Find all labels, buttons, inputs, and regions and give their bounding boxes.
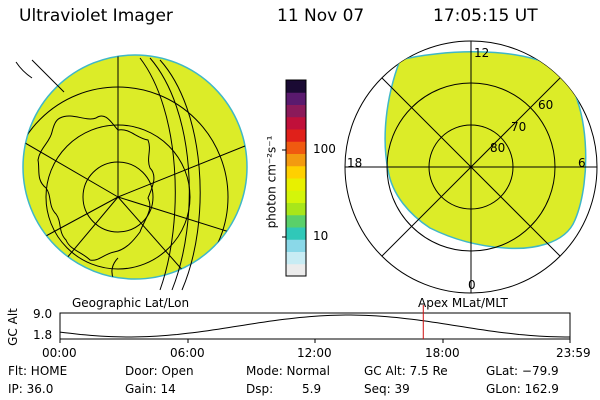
colorbar-band — [286, 129, 306, 142]
altitude-x-label: 23:59 — [556, 346, 591, 360]
info-glon: GLon: 162.9 — [486, 382, 559, 396]
meridian — [23, 139, 119, 198]
altitude-ylabel: GC Alt — [5, 308, 20, 346]
geographic-label: Geographic Lat/Lon — [72, 296, 190, 310]
mlt-diagonal — [381, 77, 561, 257]
colorbar-tick-label-100: 100 — [313, 142, 336, 156]
info-mode: Mode: Normal — [246, 364, 330, 378]
date-label: 11 Nov 07 — [277, 6, 365, 26]
colorbar-band — [286, 251, 306, 265]
altitude-y-top: 9.0 — [33, 307, 53, 321]
colorbar-band — [286, 104, 306, 118]
info-gain: Gain: 14 — [125, 382, 176, 396]
mlt-label-0: 0 — [468, 278, 476, 292]
colorbar-band — [286, 80, 306, 93]
colorbar-band — [286, 227, 306, 240]
magnetic-view — [344, 40, 598, 294]
colorbar-band — [286, 239, 306, 252]
info-dsp-value: 5.9 — [302, 382, 322, 396]
left-image-disk — [22, 54, 248, 280]
colorbar-band — [286, 214, 306, 228]
colorbar-band — [286, 178, 306, 191]
colorbar-band — [286, 165, 306, 179]
colorbar — [282, 79, 307, 277]
mlat-label-60: 60 — [538, 98, 554, 112]
altitude-plot — [59, 305, 571, 343]
geographic-view — [15, 54, 248, 291]
mlt-label-12: 12 — [474, 46, 490, 60]
altitude-plot-frame — [59, 312, 571, 340]
info-dsp-label: Dsp: — [246, 382, 274, 396]
antarctica-outline — [37, 115, 155, 261]
info-flight: Flt: HOME — [8, 364, 68, 378]
mlat-label-70: 70 — [511, 120, 527, 134]
altitude-x-label: 12:00 — [297, 346, 332, 360]
info-glat: GLat: −79.9 — [486, 364, 559, 378]
instrument-title: Ultraviolet Imager — [19, 6, 173, 26]
time-label: 17:05:15 UT — [433, 6, 538, 26]
mlat-label-80: 80 — [490, 141, 506, 155]
colorbar-band — [286, 202, 306, 216]
mlt-label-6: 6 — [578, 156, 586, 170]
colorbar-band — [286, 153, 306, 167]
mlt-label-18: 18 — [347, 156, 363, 170]
colorbar-band — [286, 92, 306, 105]
colorbar-band — [286, 263, 306, 277]
info-seq: Seq: 39 — [364, 382, 410, 396]
colorbar-frame — [285, 79, 307, 277]
altitude-x-label: 06:00 — [170, 346, 205, 360]
altitude-curve — [59, 314, 570, 338]
info-door: Door: Open — [125, 364, 194, 378]
colorbar-band — [286, 141, 306, 154]
info-gc-alt: GC Alt: 7.5 Re — [364, 364, 448, 378]
altitude-x-label: 18:00 — [425, 346, 460, 360]
colorbar-band — [286, 190, 306, 203]
colorbar-band — [286, 116, 306, 130]
altitude-x-label: 00:00 — [42, 346, 77, 360]
magnetic-label: Apex MLat/MLT — [418, 296, 508, 310]
info-ip: IP: 36.0 — [8, 382, 54, 396]
colorbar-tick-label-10: 10 — [313, 229, 329, 243]
altitude-y-bottom: 1.8 — [33, 328, 53, 342]
colorbar-unit-label: photon cm⁻²s⁻¹ — [264, 135, 279, 229]
meridian — [117, 139, 247, 198]
